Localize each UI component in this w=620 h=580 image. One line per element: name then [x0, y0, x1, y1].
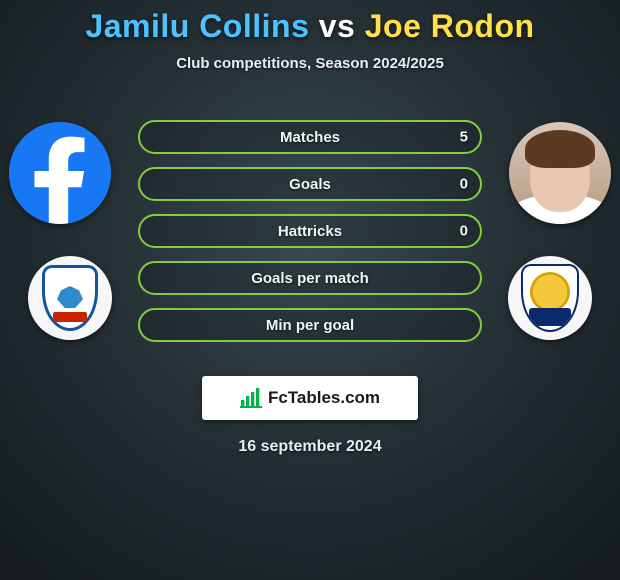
player2-avatar [509, 122, 611, 224]
player2-hair [525, 130, 595, 168]
cardiff-crest-icon [42, 265, 98, 331]
title-vs: vs [319, 8, 356, 44]
stat-row-hattricks: Hattricks 0 [138, 214, 482, 248]
title-player2: Joe Rodon [365, 8, 535, 44]
subtitle: Club competitions, Season 2024/2025 [0, 55, 620, 72]
stat-row-goals: Goals 0 [138, 167, 482, 201]
comparison-area: Matches 5 Goals 0 Hattricks 0 Goals per … [0, 102, 620, 362]
player1-club-badge [28, 256, 112, 340]
stat-right-value: 0 [460, 223, 468, 240]
stat-rows: Matches 5 Goals 0 Hattricks 0 Goals per … [138, 120, 482, 342]
stat-label: Matches [280, 129, 340, 146]
stat-label: Hattricks [278, 223, 342, 240]
stat-row-goals-per-match: Goals per match [138, 261, 482, 295]
stat-label: Goals [289, 176, 331, 193]
date: 16 september 2024 [0, 438, 620, 456]
stat-label: Goals per match [251, 270, 369, 287]
stat-right-value: 0 [460, 176, 468, 193]
content-root: Jamilu Collins vs Joe Rodon Club competi… [0, 0, 620, 456]
bar-chart-icon [240, 388, 262, 408]
stat-right-value: 5 [460, 129, 468, 146]
player2-club-badge [508, 256, 592, 340]
player1-avatar [9, 122, 111, 224]
brand-box: FcTables.com [202, 376, 418, 420]
leeds-crest-icon [521, 264, 579, 332]
page-title: Jamilu Collins vs Joe Rodon [0, 8, 620, 45]
facebook-icon [9, 122, 111, 224]
brand-text: FcTables.com [268, 388, 380, 408]
stat-row-matches: Matches 5 [138, 120, 482, 154]
stat-label: Min per goal [266, 317, 354, 334]
title-player1: Jamilu Collins [85, 8, 309, 44]
stat-row-min-per-goal: Min per goal [138, 308, 482, 342]
